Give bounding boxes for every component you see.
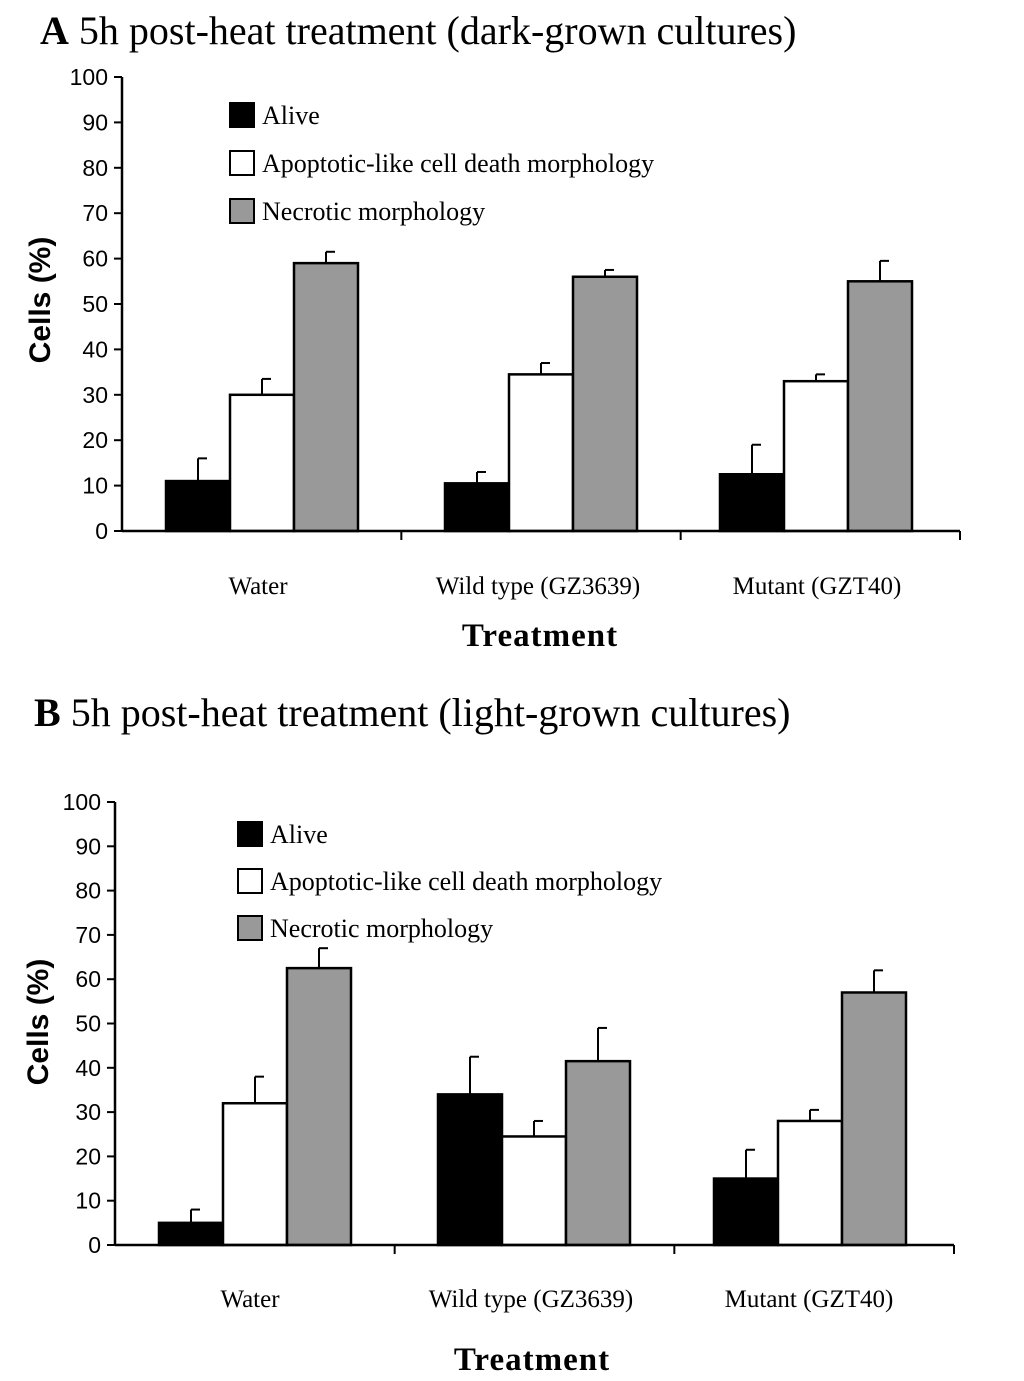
panel-b-bar-1-1 bbox=[500, 1135, 568, 1247]
panel-b-bar-0-2 bbox=[285, 966, 353, 1247]
panel-b-bar-0-1 bbox=[221, 1101, 289, 1247]
panel-b-y-tick-label-8: 80 bbox=[75, 878, 101, 904]
panel-a-bar-0-2 bbox=[292, 261, 360, 533]
panel-a-category-label-1: Wild type (GZ3639) bbox=[436, 573, 641, 600]
panel-b-legend-swatch-0 bbox=[237, 821, 263, 847]
panel-b-bars bbox=[157, 947, 908, 1247]
panel-a-y-tick-label-8: 80 bbox=[82, 155, 108, 181]
panel-b-bar-0-0 bbox=[157, 1221, 225, 1247]
panel-b-y-ticks: 0 10 20 30 40 50 60 70 80 90 100 bbox=[63, 789, 115, 1258]
panel-a-y-tick-label-5: 50 bbox=[82, 291, 108, 317]
panel-b-axes bbox=[113, 802, 955, 1254]
panel-b-title: B 5h post-heat treatment (light-grown cul… bbox=[34, 690, 790, 735]
panel-a-bar-1-0 bbox=[443, 482, 511, 533]
panel-a-category-label-2: Mutant (GZT40) bbox=[733, 573, 902, 600]
panel-a-y-tick-label-9: 90 bbox=[82, 109, 108, 135]
panel-a-bar-0-0 bbox=[164, 479, 232, 533]
panel-a-category-labels: Water Wild type (GZ3639) Mutant (GZT40) bbox=[228, 573, 901, 600]
panel-b-y-tick-label-9: 90 bbox=[75, 833, 101, 859]
panel-a-axes bbox=[120, 77, 961, 540]
panel-a-y-ticks: 0 10 20 30 40 50 60 70 80 90 100 bbox=[70, 64, 122, 544]
panel-a-legend-swatch-2 bbox=[229, 198, 255, 224]
panel-b-category-labels: Water Wild type (GZ3639) Mutant (GZT40) bbox=[220, 1286, 893, 1313]
panel-a-y-tick-label-3: 30 bbox=[82, 382, 108, 408]
panel-b: B 5h post-heat treatment (light-grown cul… bbox=[22, 690, 955, 1378]
panel-a-bar-2-1 bbox=[782, 379, 850, 533]
panel-a-legend-swatch-0 bbox=[229, 102, 255, 128]
panel-b-bar-2-2 bbox=[840, 991, 908, 1247]
panel-b-y-tick-label-7: 70 bbox=[75, 922, 101, 948]
panel-b-x-axis-label: Treatment bbox=[454, 1342, 610, 1378]
panel-a-y-tick-label-6: 60 bbox=[82, 246, 108, 272]
panel-b-y-tick-label-4: 40 bbox=[75, 1055, 101, 1081]
panel-a-x-axis-label: Treatment bbox=[462, 618, 618, 654]
panel-a-category-label-0: Water bbox=[228, 573, 288, 600]
panel-b-category-label-2: Mutant (GZT40) bbox=[725, 1286, 894, 1313]
panel-a-title: A 5h post-heat treatment (dark-grown cult… bbox=[40, 8, 796, 53]
panel-b-letter: B bbox=[34, 690, 61, 735]
panel-b-y-tick-label-0: 0 bbox=[88, 1232, 101, 1258]
panel-a-legend: Alive Apoptotic-like cell death morpholog… bbox=[229, 101, 654, 226]
panel-a-y-tick-label-10: 100 bbox=[70, 64, 108, 90]
panel-a-bar-2-2 bbox=[846, 280, 914, 533]
panel-a-bars bbox=[164, 250, 914, 533]
panel-b-category-label-0: Water bbox=[220, 1286, 280, 1313]
panel-a-letter: A bbox=[40, 8, 69, 53]
panel-b-y-tick-label-2: 20 bbox=[75, 1143, 101, 1169]
panel-a-legend-label-2: Necrotic morphology bbox=[262, 197, 485, 226]
panel-a-y-tick-label-4: 40 bbox=[82, 336, 108, 362]
panel-a-bar-0-1 bbox=[228, 393, 296, 533]
panel-b-legend-label-0: Alive bbox=[270, 820, 328, 849]
panel-b-y-tick-label-3: 30 bbox=[75, 1099, 101, 1125]
panel-a-y-tick-label-1: 10 bbox=[82, 473, 108, 499]
panel-a-bar-2-0 bbox=[718, 473, 786, 533]
panel-b-y-axis-label: Cells (%) bbox=[22, 959, 55, 1086]
panel-b-bar-2-1 bbox=[776, 1119, 844, 1247]
panel-a-y-tick-label-7: 70 bbox=[82, 200, 108, 226]
panel-b-legend-swatch-1 bbox=[237, 868, 263, 894]
panel-a-legend-label-0: Alive bbox=[262, 101, 320, 130]
panel-b-legend: Alive Apoptotic-like cell death morpholog… bbox=[237, 820, 662, 943]
panel-a: A 5h post-heat treatment (dark-grown cult… bbox=[24, 8, 961, 654]
panel-a-y-tick-label-0: 0 bbox=[95, 518, 108, 544]
panel-b-bar-1-0 bbox=[436, 1093, 504, 1247]
panel-a-bar-1-2 bbox=[571, 275, 639, 533]
panel-a-y-tick-label-2: 20 bbox=[82, 427, 108, 453]
panel-a-legend-label-1: Apoptotic-like cell death morphology bbox=[262, 149, 654, 178]
panel-b-bar-1-2 bbox=[564, 1059, 632, 1247]
panel-b-y-tick-label-10: 100 bbox=[63, 789, 101, 815]
panel-b-category-label-1: Wild type (GZ3639) bbox=[429, 1286, 634, 1313]
panel-b-legend-label-1: Apoptotic-like cell death morphology bbox=[270, 867, 662, 896]
panel-b-legend-swatch-2 bbox=[237, 915, 263, 941]
panel-a-legend-swatch-1 bbox=[229, 150, 255, 176]
panel-a-y-axis-label: Cells (%) bbox=[24, 237, 57, 364]
panel-a-bar-1-1 bbox=[507, 373, 575, 533]
panel-b-y-tick-label-1: 10 bbox=[75, 1188, 101, 1214]
panel-b-y-tick-label-6: 60 bbox=[75, 966, 101, 992]
panel-b-y-tick-label-5: 50 bbox=[75, 1011, 101, 1037]
panel-b-bar-2-0 bbox=[712, 1177, 780, 1247]
panel-b-legend-label-2: Necrotic morphology bbox=[270, 914, 493, 943]
